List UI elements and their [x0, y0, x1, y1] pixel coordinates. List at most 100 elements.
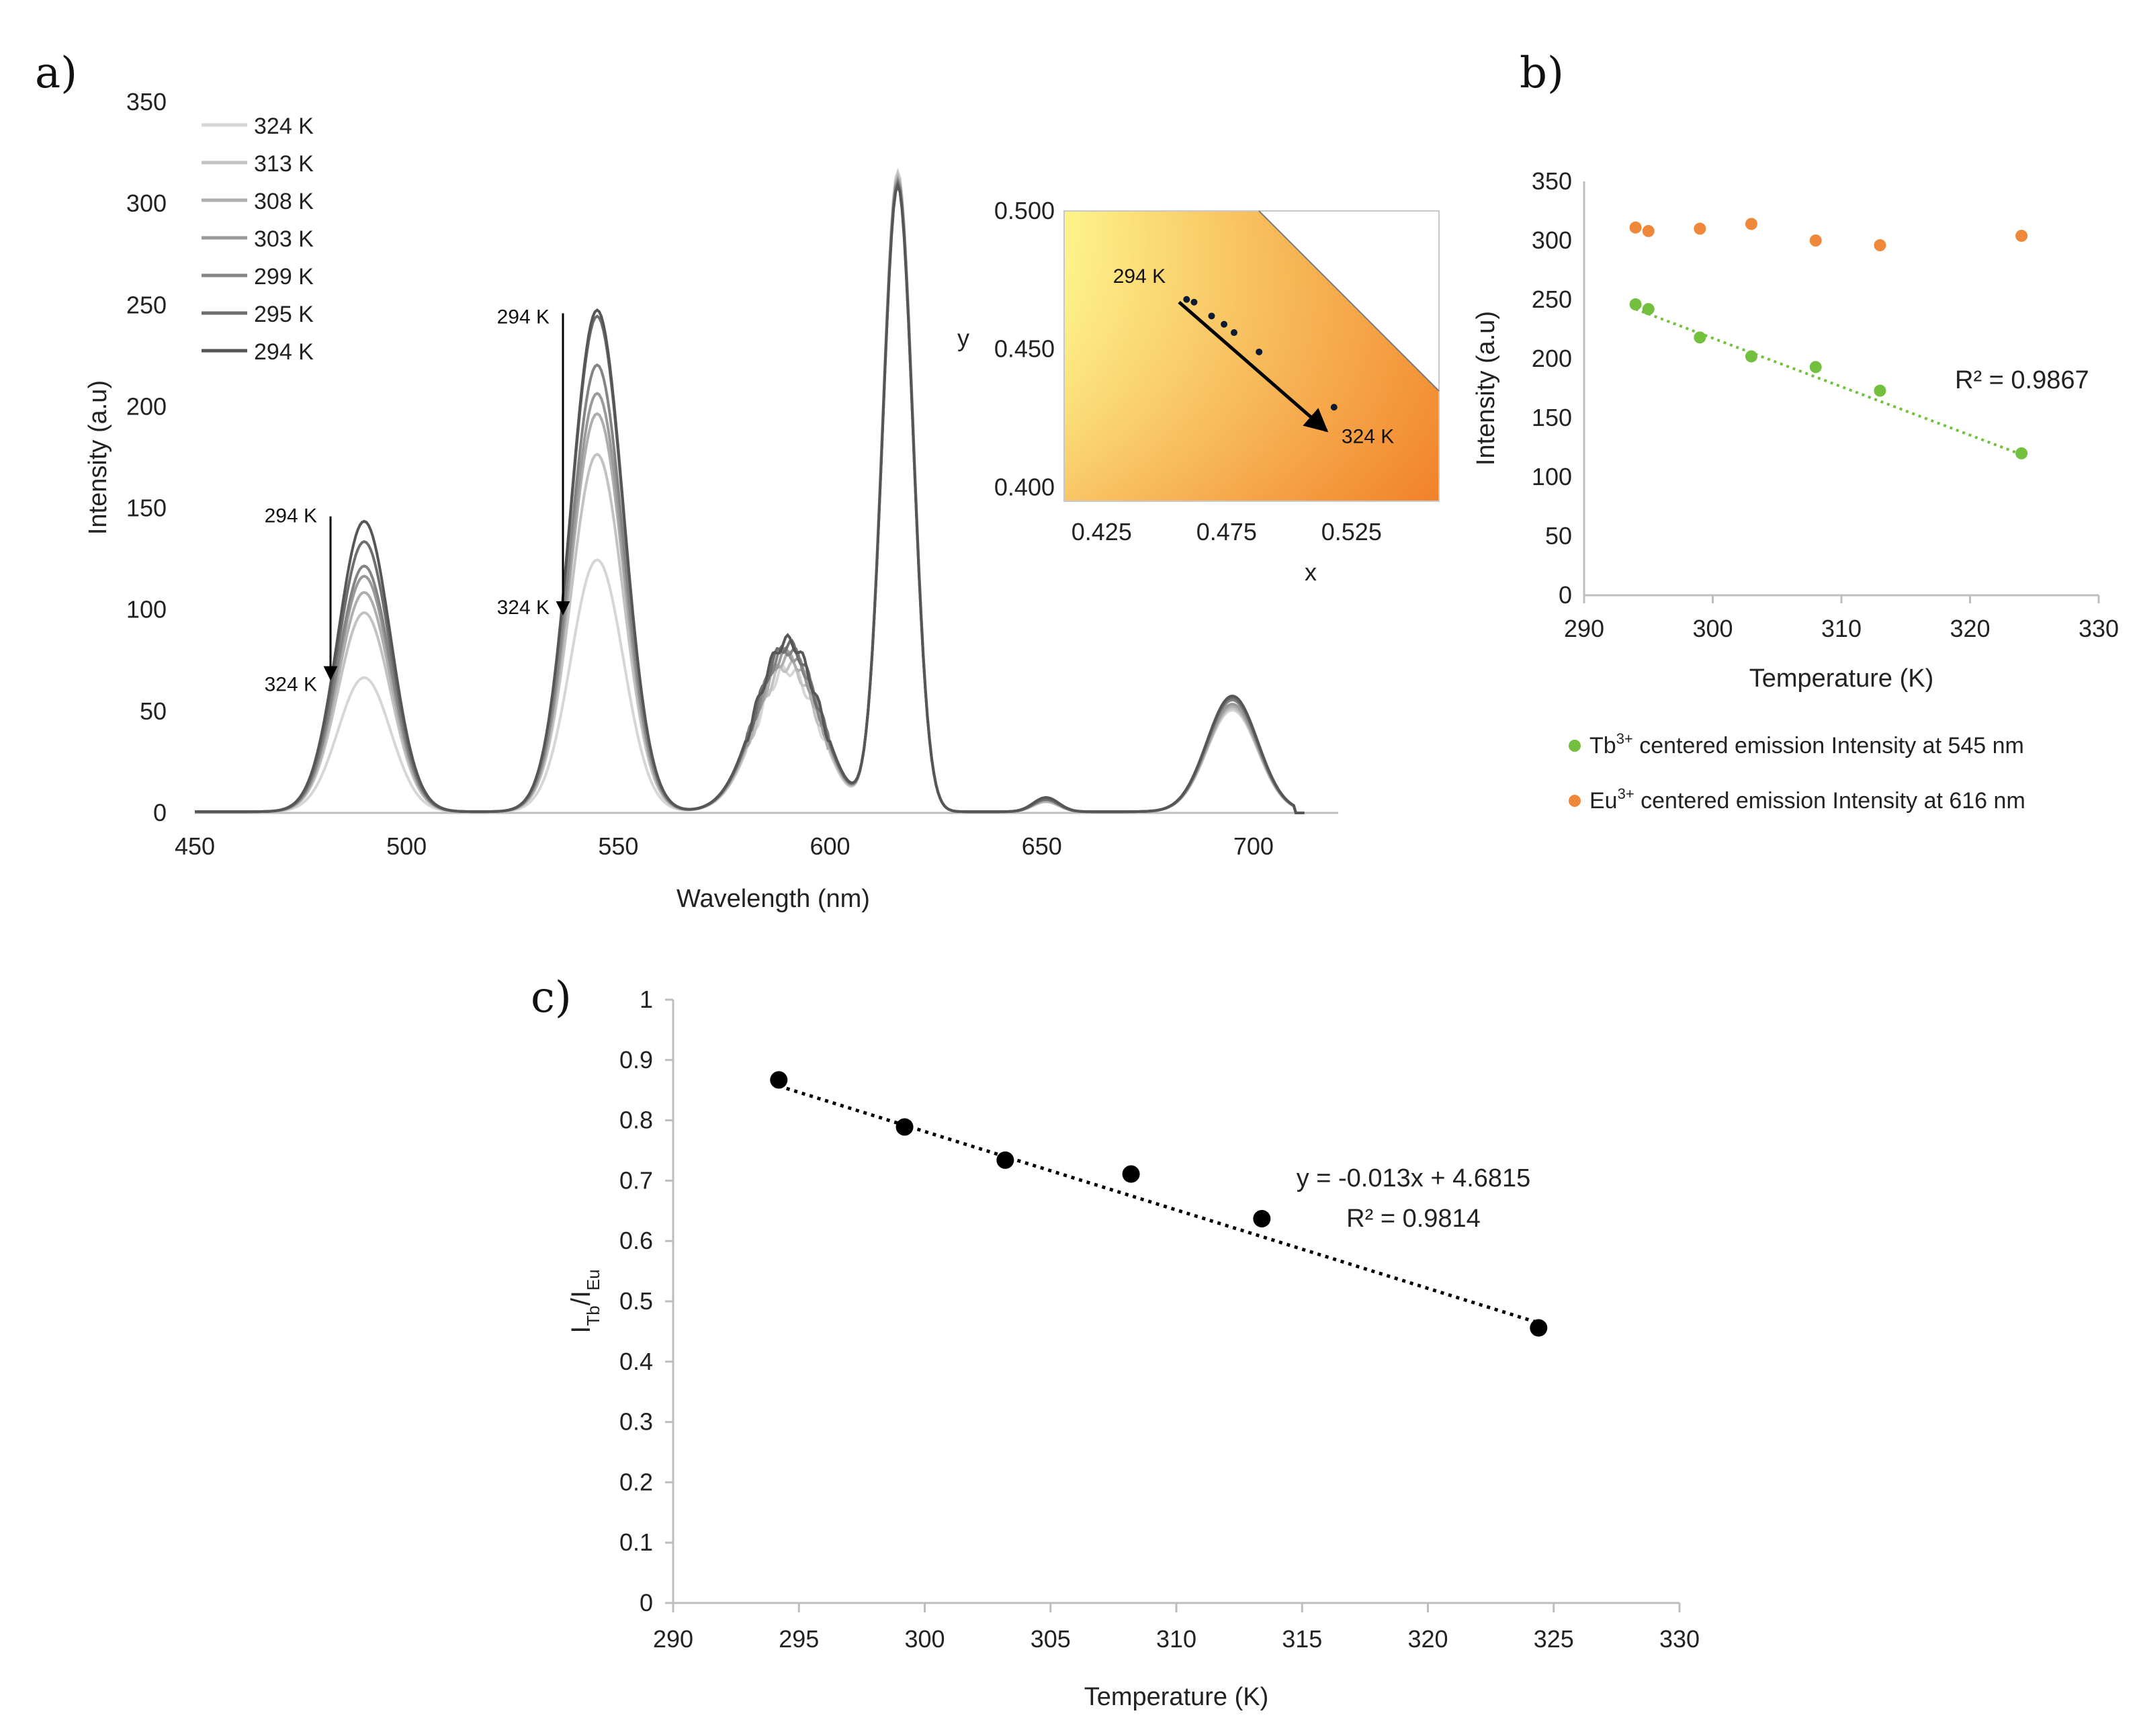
x-tick-label: 330	[1659, 1625, 1700, 1653]
y-title-intensity: I	[566, 1326, 596, 1334]
inset-gamut-shade	[1064, 211, 1439, 501]
legend-label: 294 K	[254, 339, 314, 365]
y-tick-label: 0	[153, 799, 167, 826]
data-point	[1122, 1165, 1140, 1183]
legend-charge: 3+	[1616, 730, 1633, 747]
x-tick-label: 300	[1692, 615, 1733, 642]
inset-frame	[1063, 210, 1440, 502]
inset-point	[1221, 320, 1228, 328]
legend-marker	[1569, 795, 1581, 807]
panel-c-axes: 290 295 300 305 310 315 320 325 330 0 0.1 0.2 0.3 0.4…	[566, 986, 1700, 1711]
inset-arrow	[1178, 300, 1329, 433]
y-tick-label: 0.9	[619, 1046, 653, 1074]
x-tick-label: 700	[1233, 832, 1274, 860]
data-point	[1253, 1209, 1271, 1227]
data-point	[1745, 350, 1757, 363]
legend-label: Eu3+ centered emission Intensity at 616 …	[1589, 785, 2025, 814]
x-tick-label: 330	[2079, 615, 2119, 642]
inset-point	[1256, 348, 1263, 355]
annotation-top-label: 294 K	[497, 306, 550, 328]
panel-b-legend: Tb3+ centered emission Intensity at 545 …	[1569, 730, 2025, 814]
y-axis-title: ITb/IEu	[566, 1269, 603, 1334]
inset-point	[1208, 312, 1215, 320]
y-tick-label: 0.7	[619, 1166, 653, 1194]
y-tick-label: 0	[640, 1589, 653, 1616]
y-title-subscript-tb: Tb	[583, 1305, 603, 1326]
data-point	[896, 1118, 914, 1136]
x-tick-label: 305	[1031, 1625, 1071, 1653]
inset-point	[1183, 296, 1190, 303]
x-tick-label: 600	[810, 832, 850, 860]
inset-x-tick-label: 0.475	[1196, 518, 1257, 546]
panel-b: b) 290 300 310 320 330 0 50 100 150 200 250 300 350 T…	[1472, 48, 2119, 814]
inset-point	[1330, 404, 1338, 411]
x-tick-label: 500	[386, 832, 427, 860]
x-tick-label: 310	[1821, 615, 1862, 642]
legend-label: 295 K	[254, 302, 314, 327]
inset-x-axis-title: x	[1305, 558, 1317, 586]
x-axis-title: Temperature (K)	[1749, 664, 1934, 693]
x-tick-label: 450	[175, 832, 215, 860]
panel-a-label: a)	[35, 48, 77, 98]
panel-c-points: y = -0.013x + 4.6815 R² = 0.9814	[770, 1071, 1548, 1337]
legend-label: Tb3+ centered emission Intensity at 545 …	[1589, 730, 2024, 758]
y-tick-label: 350	[1532, 167, 1572, 195]
legend-ion: Tb	[1589, 733, 1616, 758]
panel-a-axes: 450 500 550 600 650 700 0 50 100 150 200 250 300 350 W…	[84, 88, 1338, 913]
y-tick-label: 0.8	[619, 1106, 653, 1134]
spectrum-line	[195, 181, 1305, 814]
panel-a-annotations: 294 K 324 K 294 K 324 K	[265, 306, 570, 696]
inset-point	[1190, 298, 1198, 306]
inset-y-tick-label: 0.400	[994, 473, 1055, 501]
data-point	[1642, 224, 1655, 237]
data-point	[1642, 303, 1655, 316]
legend-label: 308 K	[254, 189, 314, 214]
y-tick-label: 300	[126, 189, 167, 217]
r-squared-label: R² = 0.9867	[1955, 366, 2089, 394]
panel-a-spectra	[195, 167, 1305, 814]
x-tick-label: 320	[1407, 1625, 1448, 1653]
data-point	[1694, 222, 1706, 235]
x-axis-title: Wavelength (nm)	[676, 885, 870, 913]
panel-b-axes: 290 300 310 320 330 0 50 100 150 200 250 300 350 Temp…	[1472, 167, 2119, 693]
y-tick-label: 300	[1532, 226, 1572, 254]
y-tick-label: 0.4	[619, 1348, 653, 1375]
inset-arrow-end-label: 324 K	[1342, 426, 1394, 448]
inset-arrow-start-label: 294 K	[1113, 265, 1166, 288]
legend-ion: Eu	[1589, 788, 1618, 814]
panel-a: a) 450 500 550 600 650 700 0 50 100 150 200 250 300 3…	[35, 48, 1440, 913]
x-tick-label: 310	[1156, 1625, 1196, 1653]
x-tick-label: 290	[1564, 615, 1604, 642]
x-tick-label: 295	[779, 1625, 819, 1653]
annotation-bottom-label: 324 K	[265, 674, 317, 696]
data-point	[1874, 384, 1886, 397]
x-tick-label: 550	[598, 832, 638, 860]
legend-charge: 3+	[1618, 785, 1634, 802]
y-axis-title: Intensity (a.u)	[1472, 311, 1500, 466]
y-tick-label: 1	[640, 986, 653, 1013]
y-tick-label: 150	[1532, 404, 1572, 431]
inset-x-tick-label: 0.425	[1072, 518, 1132, 546]
data-point	[1629, 298, 1642, 311]
legend-label: 313 K	[254, 151, 314, 177]
x-axis-title: Temperature (K)	[1084, 1683, 1269, 1711]
data-point	[1809, 361, 1822, 374]
panel-a-legend: 324 K 313 K 308 K 303 K 299 K 295 K 294 K	[202, 114, 314, 365]
y-axis-title: Intensity (a.u)	[84, 380, 112, 535]
r-squared-label: R² = 0.9814	[1346, 1205, 1481, 1233]
y-title-intensity: I	[566, 1291, 596, 1298]
x-tick-label: 650	[1022, 832, 1062, 860]
legend-label: 324 K	[254, 114, 314, 139]
y-title-slash: /	[566, 1297, 596, 1305]
annotation-bottom-label: 324 K	[497, 597, 550, 619]
panel-c: c) 290 295 300 305 310 315 320 325 330 0 0.1 0.2 0.3…	[531, 973, 1700, 1711]
data-point	[770, 1071, 788, 1089]
x-tick-label: 300	[904, 1625, 945, 1653]
y-tick-label: 0.5	[619, 1287, 653, 1315]
inset-y-tick-label: 0.500	[994, 197, 1055, 224]
panel-a-inset: 0.425 0.475 0.525 0.400 0.450 0.500 x y 294 K 324…	[957, 197, 1440, 586]
data-point	[1530, 1319, 1548, 1337]
y-tick-label: 200	[126, 392, 167, 420]
equation-label: y = -0.013x + 4.6815	[1297, 1164, 1531, 1192]
y-tick-label: 200	[1532, 345, 1572, 372]
